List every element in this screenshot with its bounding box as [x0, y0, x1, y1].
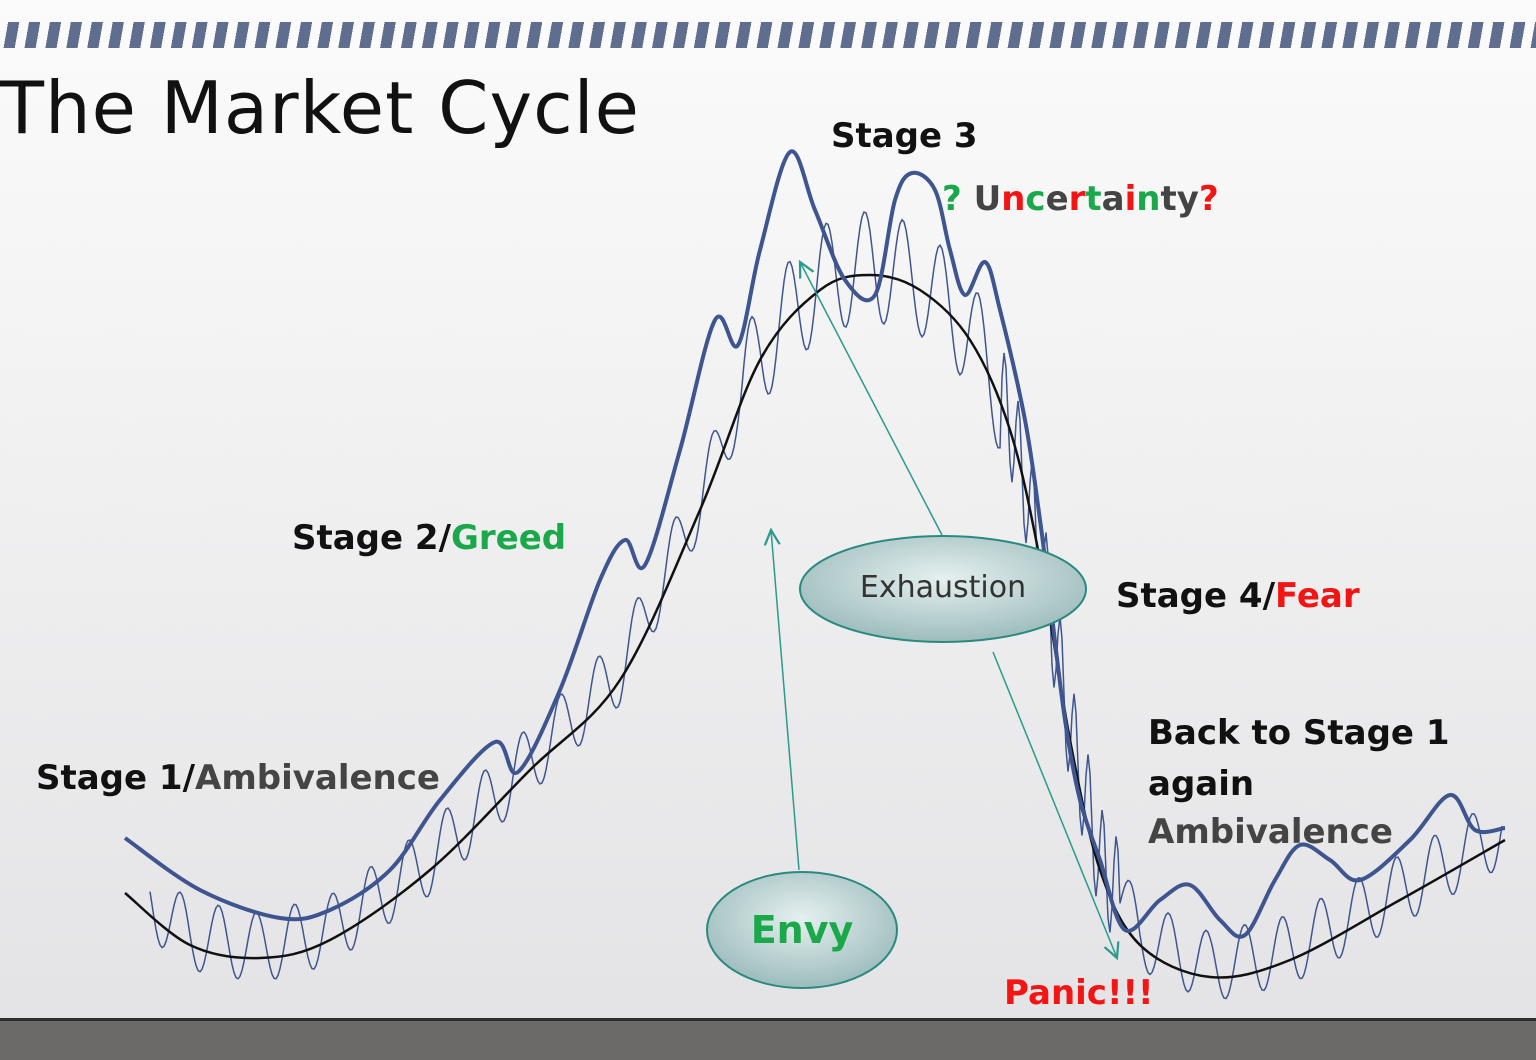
uncertainty-letter: n: [1001, 179, 1026, 219]
uncertainty-letter: a: [1101, 179, 1125, 219]
exhaustion-label: Exhaustion: [859, 570, 1027, 605]
arrow-exhaustion-to-panic: [992, 651, 1117, 958]
stage2-prefix: Stage 2/: [292, 518, 451, 558]
stage3-label: Stage 3: [831, 116, 978, 156]
uncertainty-label: ? Uncertainty?: [942, 179, 1219, 219]
uncertainty-letter: e: [1045, 179, 1069, 219]
arrow-exhaustion-to-top: [800, 262, 943, 536]
stage4-prefix: Stage 4/: [1116, 576, 1275, 616]
stage1-word: Ambivalence: [195, 758, 440, 798]
decorative-stripe: [0, 22, 1536, 48]
uncertainty-letter: t: [1160, 179, 1177, 219]
panic-label: Panic!!!: [1004, 973, 1154, 1013]
uncertainty-letter: i: [1124, 179, 1137, 219]
uncertainty-letter: r: [1068, 179, 1086, 219]
price-oscillation-line: [149, 210, 1503, 1000]
stage2-word: Greed: [451, 518, 567, 558]
back-to-stage1-line1: Back to Stage 1: [1148, 713, 1450, 753]
exhaustion-bubble: [799, 535, 1087, 643]
envy-text: Envy: [750, 908, 854, 952]
stage4-word: Fear: [1275, 576, 1360, 616]
floor-band: [0, 1018, 1536, 1060]
uncertainty-letter: ?: [942, 179, 962, 219]
stage2-label: Stage 2/Greed: [292, 518, 566, 558]
envy-label: Envy: [707, 908, 897, 952]
uncertainty-letter: n: [1136, 179, 1161, 219]
uncertainty-letter: t: [1085, 179, 1102, 219]
envy-bubble: [706, 871, 898, 989]
uncertainty-letter: ?: [1198, 179, 1219, 219]
arrow-envy: [771, 530, 800, 871]
stage1-label: Stage 1/Ambivalence: [36, 758, 440, 798]
price-curve: [123, 149, 1506, 939]
uncertainty-letter: c: [1025, 179, 1046, 219]
back-to-stage1-line2: again: [1148, 764, 1255, 804]
back-to-stage1-line3: Ambivalence: [1148, 812, 1393, 852]
uncertainty-letter: U: [973, 179, 1002, 219]
page-title: The Market Cycle: [0, 66, 640, 150]
stage4-label: Stage 4/Fear: [1116, 576, 1360, 616]
trend-curve: [124, 273, 1506, 979]
stage1-prefix: Stage 1/: [36, 758, 195, 798]
uncertainty-letter: [962, 179, 974, 219]
uncertainty-letter: y: [1176, 179, 1199, 219]
